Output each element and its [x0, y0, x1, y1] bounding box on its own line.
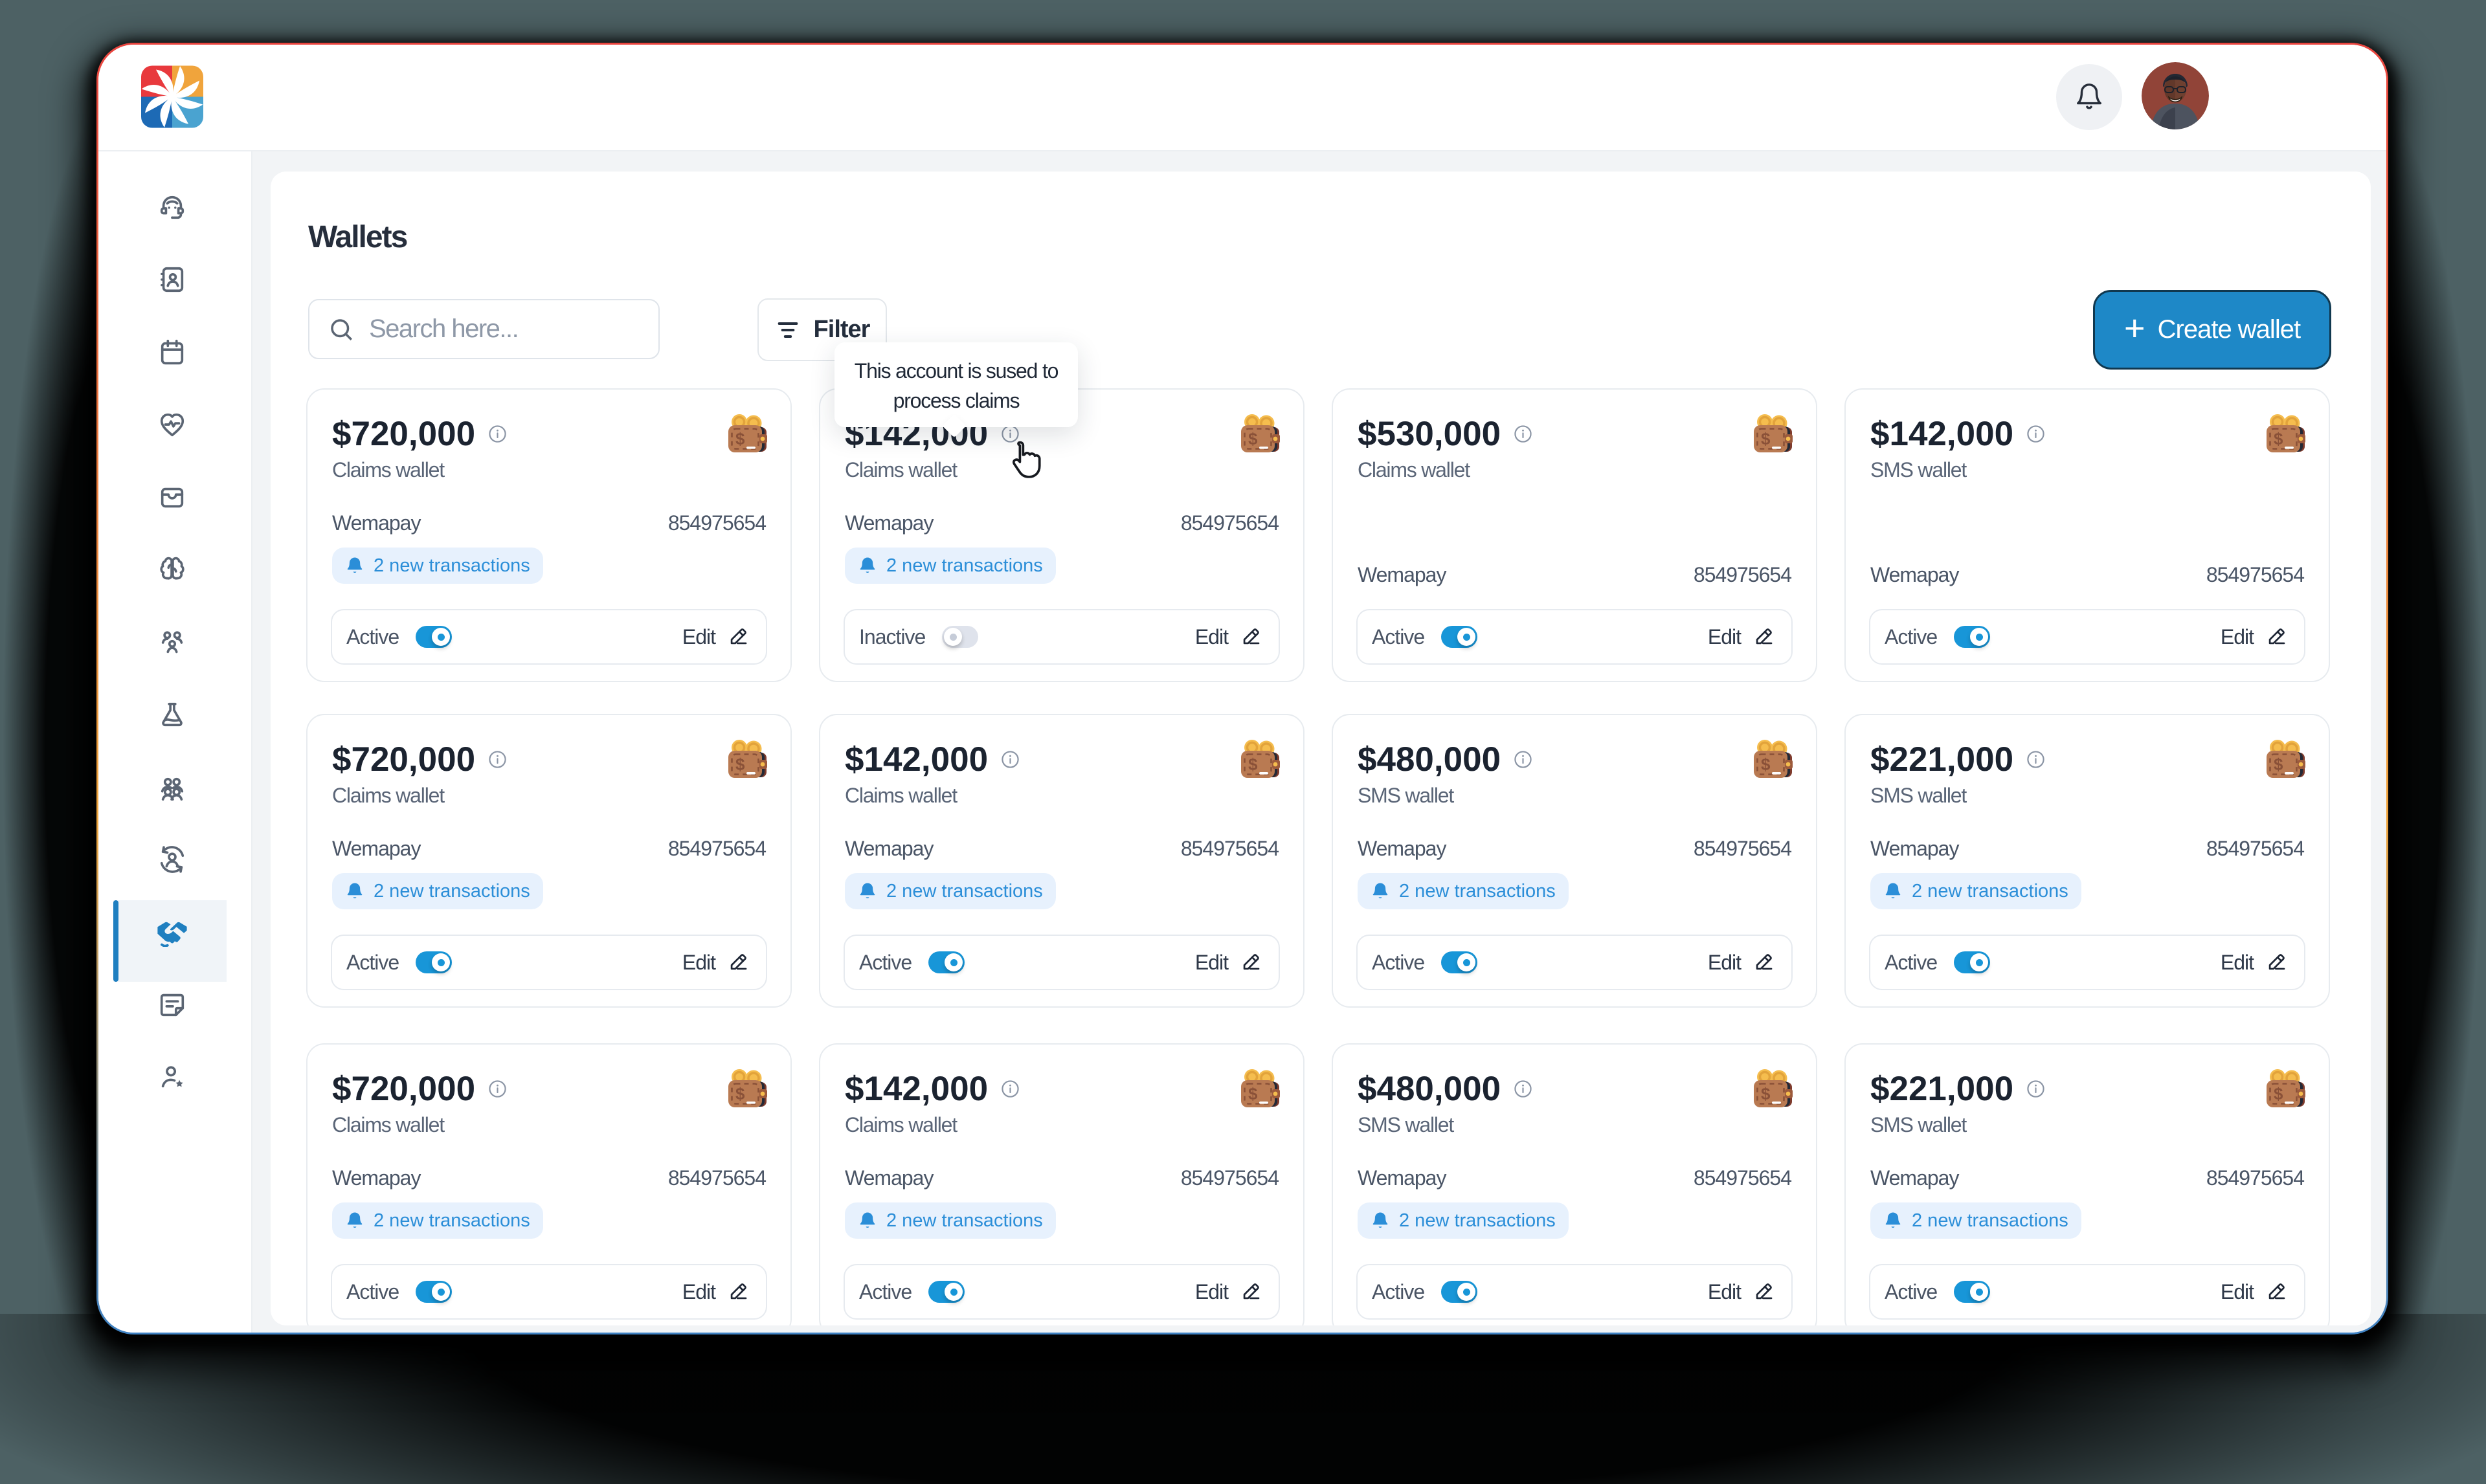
- svg-text:$: $: [2274, 1084, 2283, 1103]
- svg-text:$: $: [2274, 429, 2283, 449]
- svg-text:$: $: [1761, 1084, 1771, 1103]
- svg-text:$: $: [1248, 429, 1258, 449]
- svg-text:$: $: [735, 429, 745, 449]
- svg-text:$: $: [735, 755, 745, 774]
- svg-text:$: $: [735, 1084, 745, 1103]
- svg-text:$: $: [1248, 755, 1258, 774]
- svg-text:$: $: [2274, 755, 2283, 774]
- svg-text:$: $: [1248, 1084, 1258, 1103]
- svg-text:$: $: [1761, 429, 1771, 449]
- svg-text:$: $: [1761, 755, 1771, 774]
